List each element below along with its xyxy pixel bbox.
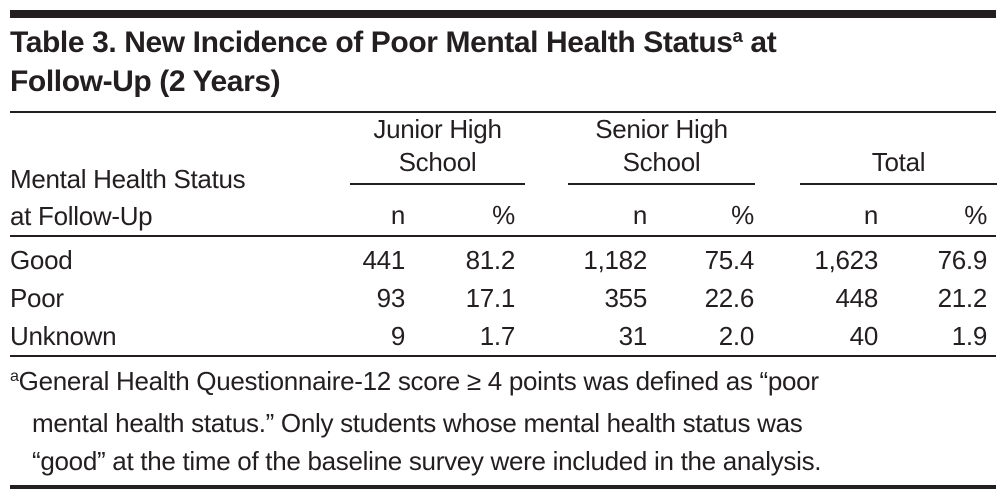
cell-unknown-junior-n: 9 (345, 317, 405, 357)
group-senior-high-line2: School (622, 147, 701, 177)
page: Table 3. New Incidence of Poor Mental He… (0, 10, 1006, 489)
row-label-unknown: Unknown (10, 317, 345, 357)
group-total-label: Total (871, 147, 926, 177)
cell-poor-senior-n: 355 (604, 283, 648, 313)
cell-unknown-senior-n: 31 (515, 317, 647, 357)
subheader-row: n % n % n % (10, 185, 997, 237)
group-header-total: Total (754, 113, 998, 185)
group-header-row: Mental Health Status at Follow-Up Junior… (10, 113, 998, 237)
group-junior-high-line1: Junior High (373, 114, 502, 144)
footnote-marker: a (10, 367, 19, 386)
spacer-cell (987, 279, 996, 317)
table-title-footnote-marker: a (732, 24, 743, 46)
table-title-line1-prefix: Table 3. New Incidence of Poor Mental He… (10, 26, 733, 59)
footnote-line-1: aGeneral Health Questionnaire-12 score ≥… (10, 362, 996, 404)
table-row-unknown: Unknown 9 1.7 31 2.0 40 1.9 (10, 317, 997, 357)
cell-good-junior-n: 441 (362, 245, 406, 275)
spacer-cell (987, 317, 997, 357)
cell-good-senior-n: 1,182 (583, 245, 647, 275)
table-row-poor: Poor 93 17.1 355 22.6 448 21.2 (10, 279, 996, 317)
incidence-table: Mental Health Status at Follow-Up Junior… (10, 113, 998, 357)
cell-good-senior-pct: 75.4 (704, 245, 755, 275)
cell-poor-total-n: 448 (835, 283, 879, 313)
row-label-poor: Poor (10, 283, 64, 313)
row-header-line1: Mental Health Status (10, 164, 246, 194)
subheader-pct-junior: % (405, 185, 515, 237)
footnote-line-3: “good” at the time of the baseline surve… (32, 446, 822, 476)
subheader-n-total: n (754, 185, 878, 237)
footnote-line-2: mental health status.” Only students who… (32, 408, 803, 438)
cell-unknown-total-pct: 1.9 (878, 317, 987, 357)
title-divider-rule (10, 111, 996, 113)
footnote-line-1-text: General Health Questionnaire-12 score ≥ … (18, 366, 819, 396)
spacer-cell (987, 185, 997, 237)
group-senior-high-line1: Senior High (595, 114, 728, 144)
cell-poor-total-pct: 21.2 (937, 283, 988, 313)
group-header-junior-high: Junior High School (345, 113, 525, 185)
cell-unknown-junior-pct: 1.7 (405, 317, 515, 357)
cell-poor-junior-pct: 17.1 (465, 283, 516, 313)
spacer-cell (987, 113, 996, 185)
bottom-rule-bar (10, 485, 996, 489)
table-title-line1-suffix: at (742, 26, 777, 59)
cell-poor-senior-pct: 22.6 (704, 283, 755, 313)
cell-good-junior-pct: 81.2 (465, 245, 516, 275)
group-junior-high-line2: School (398, 147, 477, 177)
cell-good-total-pct: 76.9 (937, 245, 988, 275)
group-header-senior-high: Senior High School (515, 113, 755, 185)
top-rule-bar (10, 10, 996, 18)
cell-good-total-n: 1,623 (814, 245, 878, 275)
table-title: Table 3. New Incidence of Poor Mental He… (10, 25, 996, 100)
row-header-line2: at Follow-Up (10, 201, 153, 231)
cell-unknown-senior-pct: 2.0 (647, 317, 754, 357)
subheader-pct-senior: % (647, 185, 754, 237)
cell-poor-junior-n: 93 (376, 283, 406, 313)
subheader-n-senior: n (515, 185, 647, 237)
subheader-pct-total: % (878, 185, 987, 237)
footnote: aGeneral Health Questionnaire-12 score ≥… (10, 362, 996, 480)
table-title-line2: Follow-Up (2 Years) (10, 65, 281, 98)
cell-unknown-total-n: 40 (754, 317, 878, 357)
spacer-cell (987, 236, 996, 279)
subheader-n-junior: n (345, 185, 405, 237)
row-header-cell: Mental Health Status at Follow-Up (10, 113, 345, 237)
row-label-good: Good (10, 245, 73, 275)
table-row-good: Good 441 81.2 1,182 75.4 1,623 76.9 (10, 236, 996, 279)
